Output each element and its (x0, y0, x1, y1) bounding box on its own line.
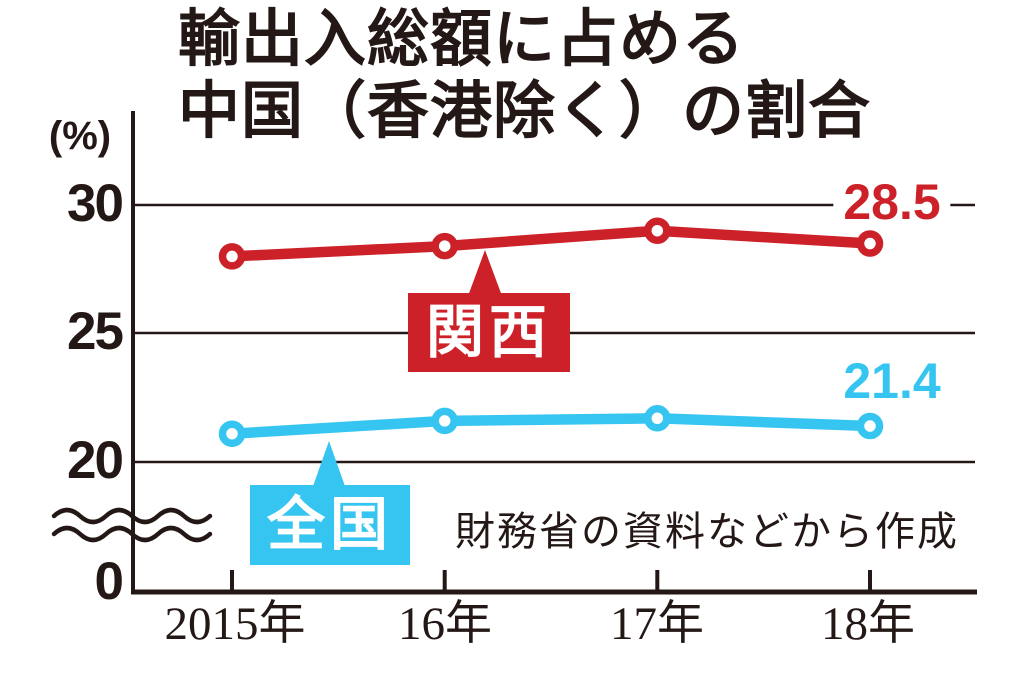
chart-title: 輸出入総額に占める 中国（香港除く）の割合 (178, 4, 871, 148)
zenkoku-marker (856, 412, 884, 440)
x-tick-label-2015: 2015年 (164, 598, 306, 650)
kansai-marker (856, 230, 884, 257)
zenkoku-marker (218, 420, 246, 447)
y-tick-label-20: 20 (67, 431, 124, 490)
chart-title-line1: 輸出入総額に占める (178, 5, 746, 74)
zenkoku-callout-shape (250, 441, 410, 565)
x-tick-label-18: 18年 (821, 598, 915, 650)
kansai-marker (644, 217, 671, 244)
kansai-marker (431, 232, 458, 260)
axis-break-wave-bottom (51, 525, 213, 543)
y-tick-label-25: 25 (67, 302, 124, 361)
series-layer (218, 217, 884, 447)
y-tick-label-30: 30 (67, 174, 124, 233)
x-tick-label-17: 17年 (610, 598, 704, 650)
source-note: 財務省の資料などから作成 (455, 509, 959, 554)
y-tick-label-0: 0 (94, 552, 124, 611)
kansai-series-label: 関西 (425, 300, 552, 365)
zenkoku-callout-box (250, 485, 410, 565)
zenkoku-marker (431, 407, 458, 435)
zenkoku-callout-pointer (312, 441, 346, 489)
kansai-callout-box (408, 293, 570, 372)
zenkoku-value-label: 21.4 (833, 354, 951, 408)
y-axis-unit-label: (%) (48, 114, 112, 158)
x-axis-ticks (230, 570, 872, 592)
zenkoku-marker (644, 405, 671, 432)
zenkoku-series-label: 全国 (266, 492, 393, 557)
kansai-marker (218, 243, 246, 270)
axis-break-waves (51, 507, 213, 543)
kansai-value-label: 28.5 (833, 175, 951, 229)
x-tick-label-16: 16年 (398, 598, 492, 650)
zenkoku-line (231, 413, 871, 439)
kansai-line (231, 225, 871, 262)
kansai-callout-pointer (468, 250, 502, 296)
kansai-callout-shape (408, 250, 570, 372)
axis-break-wave-top (51, 507, 213, 525)
chart-title-line2: 中国（香港除く）の割合 (178, 77, 872, 146)
